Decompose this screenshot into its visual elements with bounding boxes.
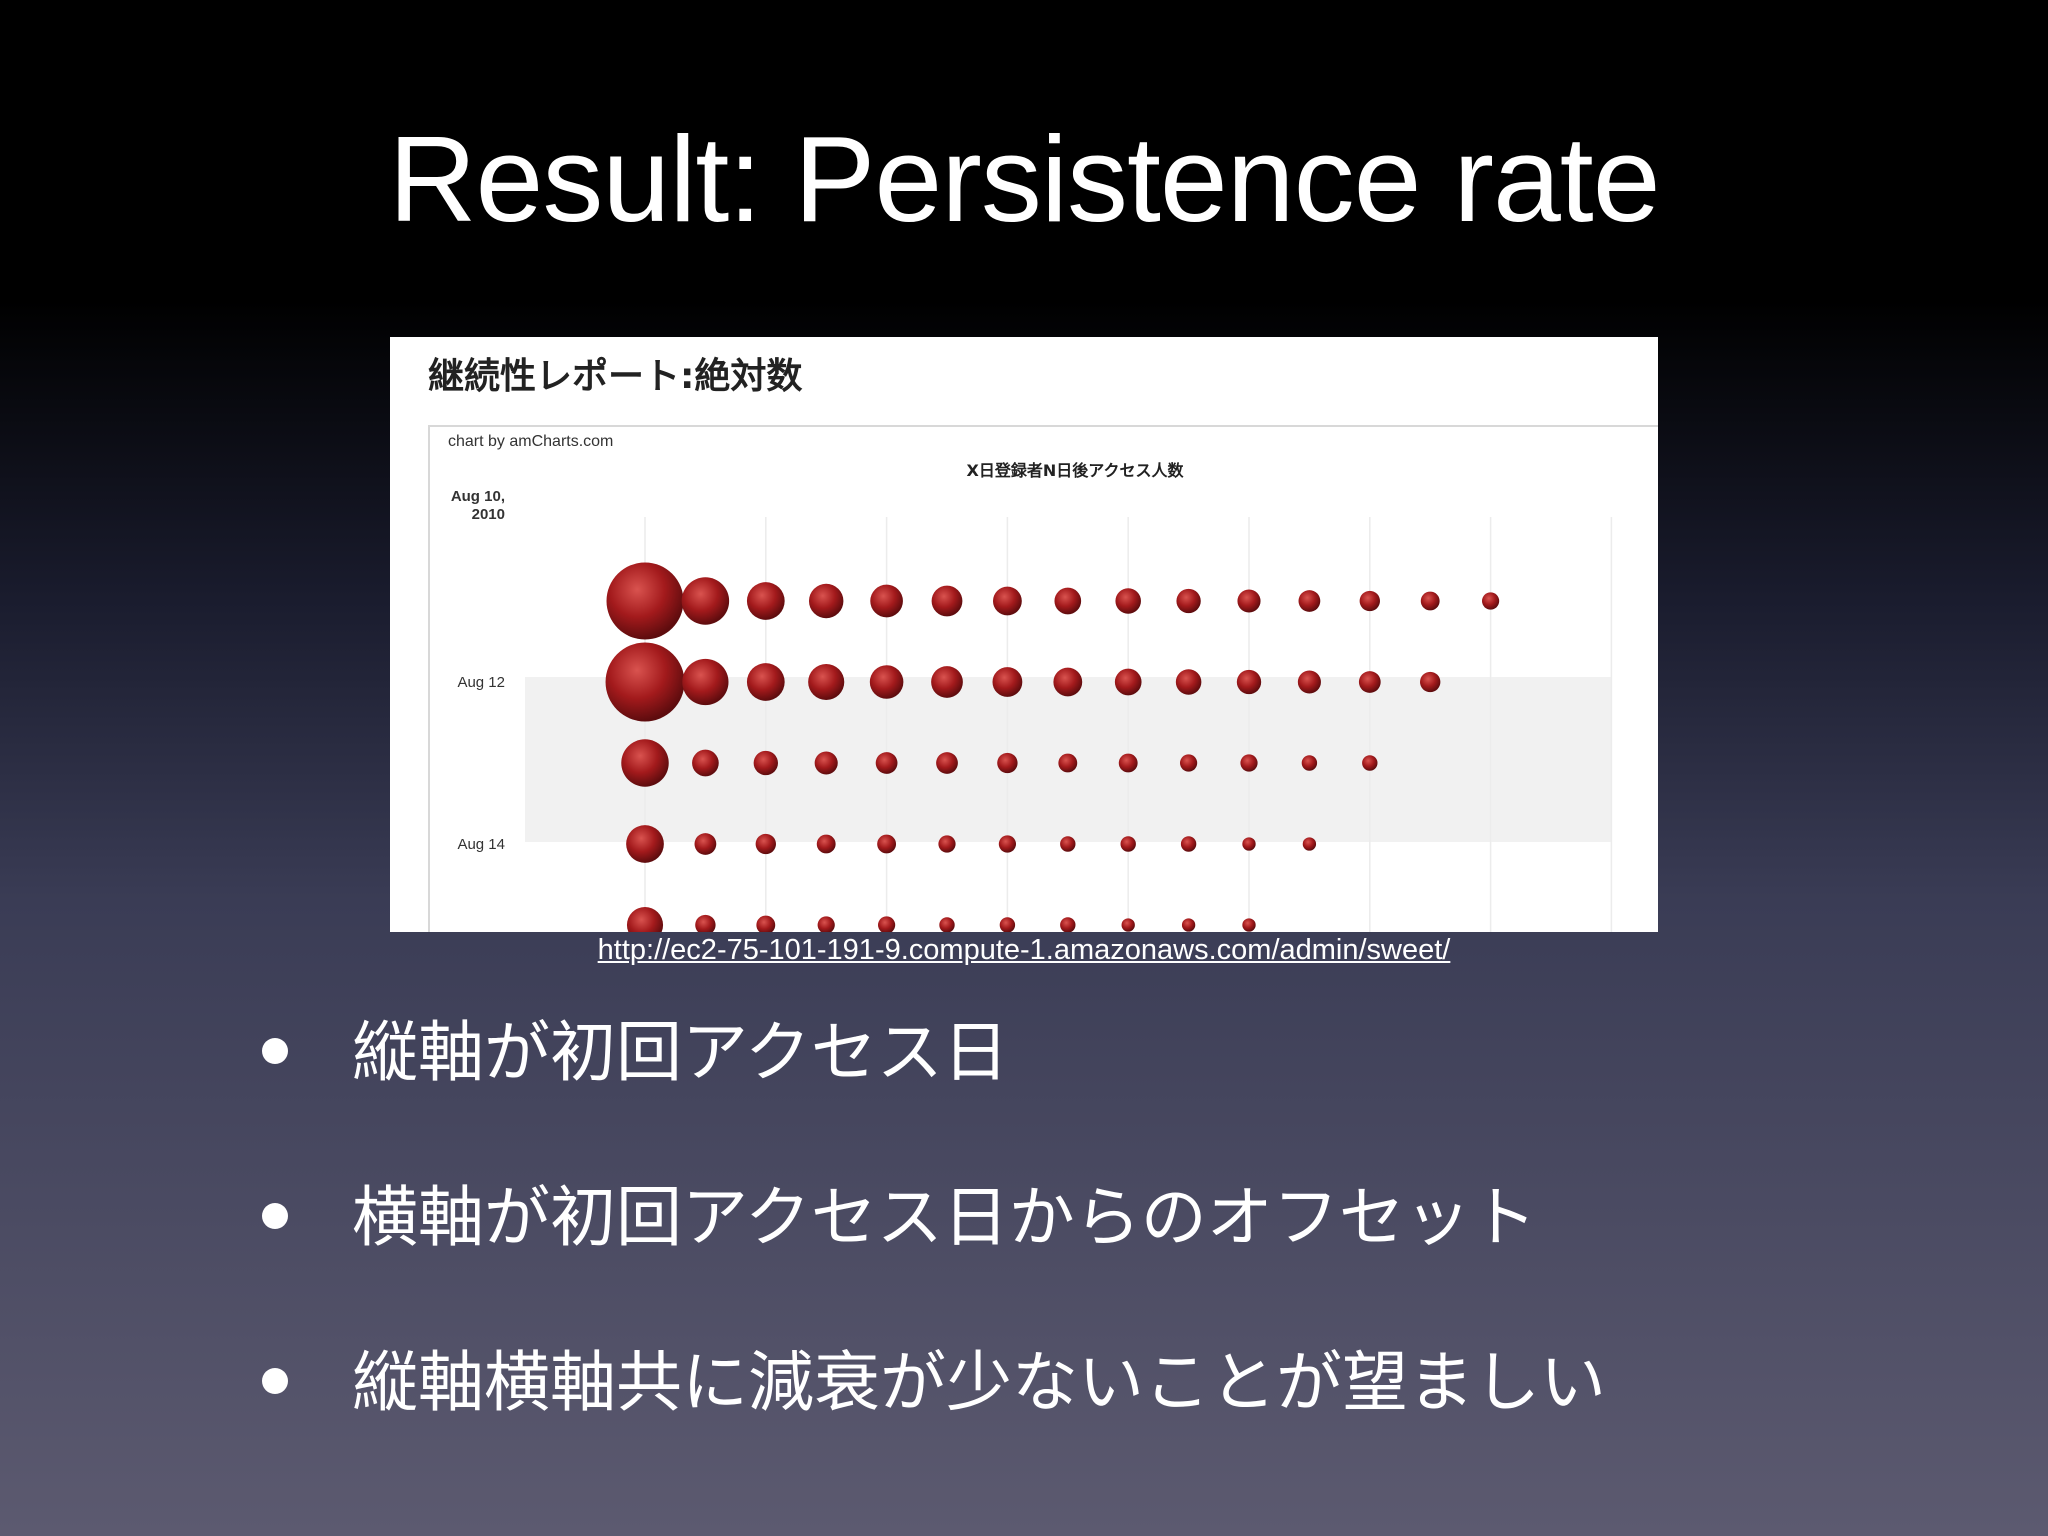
bullet-item-2: 横軸が初回アクセス日からのオフセット <box>262 1185 1537 1251</box>
bubble-point <box>746 582 785 620</box>
bubble-point <box>694 833 717 855</box>
bubble-point <box>1359 590 1380 612</box>
bubble-point <box>939 917 955 932</box>
bubble-point <box>869 665 904 699</box>
bubble-point <box>753 750 778 776</box>
bubble-point <box>1362 755 1378 771</box>
bubble-point <box>755 833 776 855</box>
bubble-point <box>1176 588 1201 614</box>
bubble-point <box>931 666 963 698</box>
bubble-point <box>1118 753 1138 773</box>
bubble-point <box>998 835 1017 853</box>
bullet-dot <box>262 1202 288 1229</box>
bullet-item-3: 縦軸横軸共に減衰が少ないことが望ましい <box>262 1350 1606 1416</box>
bubble-point <box>1301 755 1318 771</box>
bubble-point <box>1236 669 1262 695</box>
bullet-dot <box>262 1367 288 1394</box>
bubble-point <box>1302 837 1317 851</box>
bubble-point <box>1120 836 1136 852</box>
bubble-point <box>1060 836 1076 852</box>
bubble-point <box>877 834 897 854</box>
chart-credit: chart by amCharts.com <box>448 433 614 450</box>
chart-frame <box>428 425 1658 932</box>
bubble-point <box>1058 753 1078 773</box>
bubble-point <box>1181 918 1196 932</box>
bubble-point <box>1237 589 1261 613</box>
report-screenshot: 継続性レポート:絶対数 chart by amCharts.com X日登録者N… <box>390 337 1658 932</box>
bubble-point <box>992 586 1022 616</box>
bubble-point <box>1240 754 1258 772</box>
bubble-point <box>756 915 776 932</box>
bubble-point <box>1114 668 1142 696</box>
bubble-point <box>1175 669 1202 695</box>
bubble-point <box>877 916 896 932</box>
source-link[interactable]: http://ec2-75-101-191-9.compute-1.amazon… <box>597 934 1451 966</box>
y-tick-label: Aug 12 <box>457 674 505 691</box>
bubble-point <box>816 834 836 854</box>
bubble-point <box>808 583 844 619</box>
y-tick-label: Aug 14 <box>457 836 505 853</box>
bubble-point <box>1420 591 1440 611</box>
bullet-text: 縦軸横軸共に減衰が少ないことが望ましい <box>352 1344 1606 1421</box>
bubble-point <box>1115 588 1141 614</box>
chart-title: X日登録者N日後アクセス人数 <box>967 461 1185 480</box>
bubble-point <box>692 749 719 777</box>
bubble-point <box>621 739 669 787</box>
bubble-point <box>992 667 1023 697</box>
bubble-point <box>875 752 898 774</box>
bubble-point <box>681 577 730 625</box>
bubble-point <box>1242 837 1256 851</box>
bubble-chart: X日登録者N日後アクセス人数 Aug 10, 2010 Aug 12 Aug 14 <box>451 461 1613 932</box>
bullet-item-1: 縦軸が初回アクセス日 <box>262 1020 1009 1086</box>
bubble-point <box>1054 587 1082 615</box>
bubble-point <box>1053 667 1083 697</box>
bubble-point <box>695 914 716 932</box>
bubble-point <box>999 917 1016 932</box>
bubble-point <box>997 752 1018 774</box>
slide-title: Result: Persistence rate <box>388 111 1660 247</box>
bubble-point <box>1060 917 1076 932</box>
bubble-point <box>808 663 845 701</box>
bullet-dot <box>262 1037 288 1064</box>
bubble-point <box>817 916 835 932</box>
bubble-point <box>870 584 903 618</box>
bubble-point <box>814 751 838 775</box>
bubble-point <box>682 658 729 706</box>
bubble-point <box>1297 670 1321 694</box>
bubble-point <box>626 906 664 932</box>
bubble-point <box>1179 754 1198 772</box>
bubble-point <box>1298 590 1321 612</box>
y-tick-label: Aug 10, 2010 <box>451 488 505 523</box>
bubble-point <box>605 642 685 722</box>
bubble-point <box>938 835 956 853</box>
bubble-point <box>931 585 963 617</box>
bullet-text: 横軸が初回アクセス日からのオフセット <box>352 1179 1537 1256</box>
bubble-point <box>1180 836 1197 852</box>
bubble-point <box>1121 918 1135 932</box>
report-title: 継続性レポート:絶対数 <box>428 356 803 397</box>
bubble-point <box>606 562 684 640</box>
bubble-point <box>936 752 958 774</box>
bubble-point <box>746 663 785 701</box>
bubble-point <box>1242 918 1256 932</box>
bubble-point <box>1420 671 1441 693</box>
bubble-point <box>1358 671 1381 693</box>
bullet-text: 縦軸が初回アクセス日 <box>352 1014 1009 1091</box>
bubble-point <box>1481 592 1500 610</box>
bubble-point <box>626 825 664 863</box>
